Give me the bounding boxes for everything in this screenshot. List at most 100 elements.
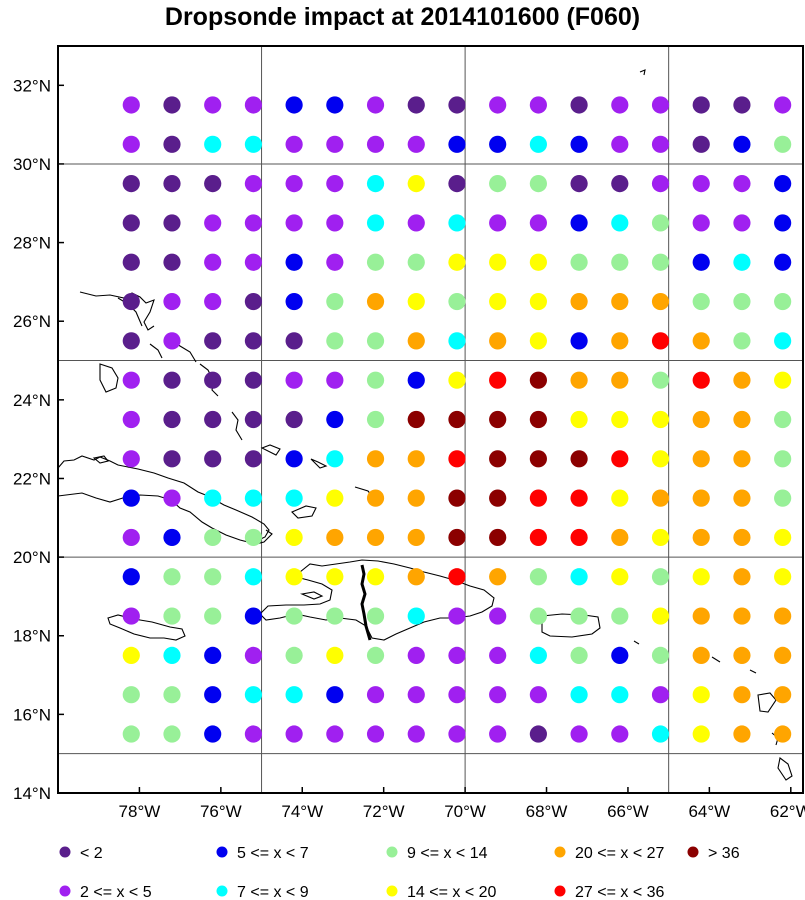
exuma (231, 411, 243, 441)
x-tick-label: 68°W (526, 802, 568, 821)
impact-dot (651, 489, 670, 507)
impact-dot (651, 292, 670, 311)
impact-dot (774, 253, 792, 271)
impact-dot (122, 292, 140, 311)
impact-dot (692, 175, 710, 193)
impact-dot (122, 489, 140, 507)
impact-dot (285, 686, 303, 704)
impact-dot (529, 371, 547, 389)
legend-label: < 2 (80, 845, 103, 862)
impact-dot (244, 135, 263, 153)
impact-dot (407, 725, 425, 743)
impact-dot (407, 528, 425, 547)
impact-dot (285, 646, 303, 664)
legend-label: > 36 (708, 845, 740, 862)
impact-dot (651, 135, 670, 153)
impact-dot (489, 175, 507, 193)
impact-dot (489, 135, 507, 153)
impact-dot (489, 646, 507, 664)
impact-dot (204, 175, 222, 193)
impact-dot (122, 450, 140, 468)
impact-dot (774, 489, 792, 507)
andros (99, 363, 119, 393)
impact-dot (611, 96, 629, 114)
y-tick-label: 28°N (13, 234, 51, 253)
impact-dot (692, 292, 710, 311)
impact-dot (448, 332, 466, 350)
impact-dot (244, 292, 263, 311)
impact-dot (733, 96, 751, 114)
impact-dot (326, 528, 344, 547)
impact-dot (692, 607, 710, 625)
impact-dot (366, 646, 385, 664)
lesser-antilles-5 (777, 757, 793, 781)
impact-dot (204, 96, 222, 114)
impact-dot (448, 646, 466, 664)
impact-dot (529, 568, 547, 586)
legend-label: 5 <= x < 7 (237, 845, 309, 862)
impact-dot (611, 489, 629, 507)
impact-dot (244, 450, 263, 468)
impact-dot (611, 332, 629, 350)
long-island (260, 444, 281, 456)
impact-dot (204, 450, 222, 468)
impact-dot (204, 292, 222, 311)
impact-dot (163, 96, 181, 114)
impact-dot (733, 410, 751, 429)
legend-label: 9 <= x < 14 (407, 845, 488, 862)
impact-dot (774, 528, 792, 547)
impact-dot (733, 332, 751, 350)
impact-dot (570, 253, 588, 271)
impact-dot (651, 371, 670, 389)
impact-dot (570, 332, 588, 350)
impact-dot (529, 646, 547, 664)
impact-dot (122, 568, 140, 586)
y-tick-label: 30°N (13, 155, 51, 174)
impact-dot (122, 725, 140, 743)
impact-dots (122, 96, 792, 743)
impact-dot (122, 646, 140, 664)
impact-dot (122, 253, 140, 271)
crooked-island (310, 458, 328, 469)
impact-dot (529, 96, 547, 114)
impact-dot (326, 135, 344, 153)
impact-dot (733, 135, 751, 153)
impact-dot (285, 607, 303, 625)
impact-dot (285, 292, 303, 311)
impact-dot (611, 175, 629, 193)
impact-dot (122, 135, 140, 153)
impact-dot (733, 214, 751, 232)
impact-dot (204, 253, 222, 271)
impact-dot (122, 371, 140, 389)
impact-dot (570, 568, 588, 586)
y-tick-label: 32°N (13, 76, 51, 95)
virgin-islands (633, 640, 640, 645)
impact-dot (407, 135, 425, 153)
impact-dot (570, 646, 588, 664)
impact-dot (529, 489, 547, 507)
impact-dot (407, 568, 425, 586)
impact-dot (611, 410, 629, 429)
impact-dot (733, 292, 751, 311)
impact-dot (774, 96, 792, 114)
impact-dot (326, 568, 344, 586)
impact-dot (570, 175, 588, 193)
impact-dot (326, 214, 344, 232)
impact-dot (774, 686, 792, 704)
x-tick-label: 76°W (200, 802, 242, 821)
impact-dot (489, 568, 507, 586)
x-tick-label: 62°W (770, 802, 805, 821)
impact-dot (529, 175, 547, 193)
grand-bahama (79, 291, 155, 331)
impact-dot (611, 371, 629, 389)
impact-dot (611, 214, 629, 232)
impact-dot (651, 528, 670, 547)
impact-dot (448, 528, 466, 547)
impact-dot (611, 450, 629, 468)
impact-dot (651, 568, 670, 586)
impact-dot (244, 646, 263, 664)
impact-dot (489, 96, 507, 114)
y-tick-label: 24°N (13, 391, 51, 410)
impact-dot (204, 214, 222, 232)
impact-dot (448, 253, 466, 271)
